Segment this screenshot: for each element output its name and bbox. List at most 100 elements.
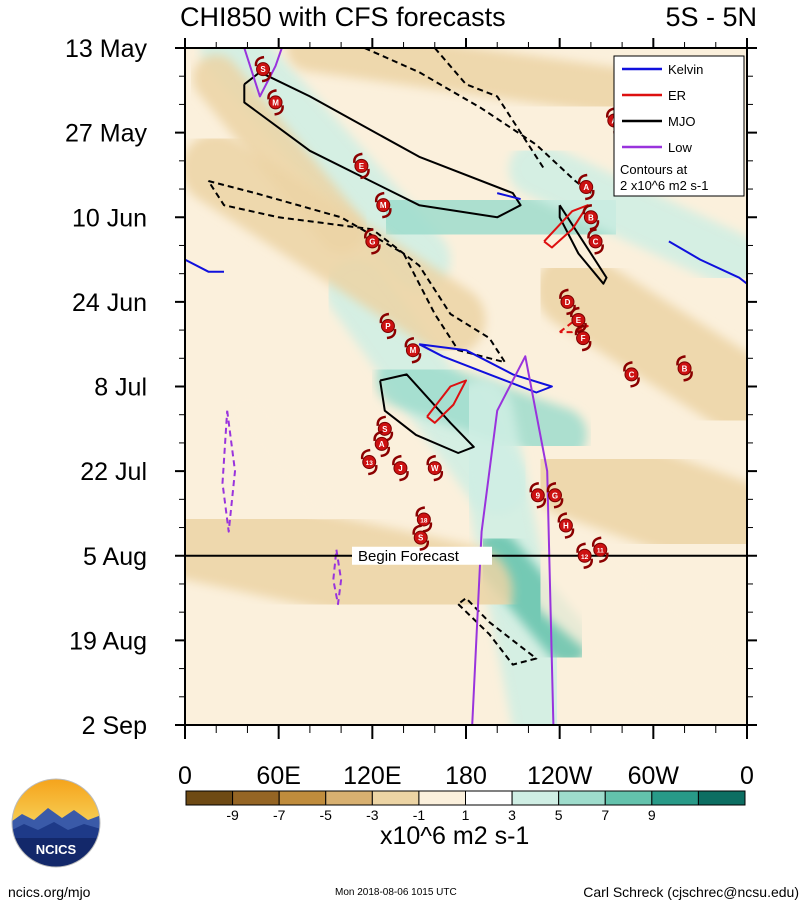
storm-marker: B [582,204,600,231]
storm-marker: G [363,228,381,255]
storm-label: A [379,440,385,449]
storm-label: B [682,364,688,373]
legend-label-mjo: MJO [668,114,695,129]
y-tick-label: 19 Aug [69,627,147,655]
storm-label: H [563,522,569,531]
anomaly-band [508,141,747,287]
storm-icon [624,367,639,382]
storm-arm [415,506,426,517]
storm-label: M [410,346,417,355]
forecast-label-background [352,546,492,565]
forecast-divider: Begin Forecast [185,546,747,565]
storm-arm [587,228,597,239]
storm-label: 18 [420,517,428,524]
colorbar-label: -7 [273,807,286,823]
storm-icon [530,488,545,503]
storm-arm [404,336,415,348]
anomaly-band [286,48,677,120]
storm-arm [373,430,383,442]
storm-arm [433,470,444,482]
anomaly-band [227,391,346,521]
storm-arm [254,55,265,67]
storm-marker: A [577,173,595,201]
storm-label: M [272,98,279,107]
axis-ticks [175,38,757,739]
storm-label: J [398,464,402,473]
storm-arm [594,244,604,255]
legend-label-er: ER [668,88,686,103]
colorbar-cell [604,790,653,806]
colorbar-cell [325,790,373,806]
storm-arm [589,220,600,231]
contour-kelvin [668,240,747,285]
colorbar-cell [418,790,466,806]
storm-label: C [593,237,599,246]
storm-arm [374,191,385,203]
storm-icon [579,180,594,195]
storm-arm [412,524,422,535]
storm-icon [413,530,428,545]
storm-arm [360,448,371,460]
logo-text: NCICS [36,842,77,857]
x-tick-label: 180 [445,762,487,790]
storm-icon [380,319,395,334]
storm-icon [416,512,431,527]
storm-marker: M [404,336,422,364]
forecast-label: Begin Forecast [358,548,460,565]
storm-label: G [552,491,558,500]
storm-arm [536,498,547,509]
colorbar-label: -1 [413,807,426,823]
storm-icon [354,158,369,173]
colorbar-cell [278,790,327,806]
storm-arm [557,512,568,523]
contour-low [243,48,283,98]
storm-arm [274,105,284,116]
footer-author: Carl Schreck (cjschrec@ncsu.edu) [583,884,799,900]
storm-arm [422,522,433,533]
x-axis-labels: 0 60E 120E 180 120W 60W 0 [178,762,754,790]
storm-arm [553,498,564,509]
storm-marker: B [676,355,693,382]
storm-label: E [359,162,365,171]
storm-arm [583,558,593,569]
chart-title: CHI850 with CFS forecasts [180,2,506,32]
y-tick-label: 22 Jul [80,458,147,486]
colorbar-label: 7 [601,807,609,823]
storm-marker: M [374,191,392,219]
colorbar-label: -3 [366,807,379,823]
storm-arm [577,173,588,185]
storm-marker: 11 [591,536,609,563]
storm-marker: A [373,430,391,458]
storm-arm [376,415,387,426]
storm-icon [547,488,562,503]
colorbar-label: 1 [462,807,470,823]
storm-icon [374,436,389,451]
colorbar-label: 9 [648,807,656,823]
storm-arm [392,454,402,466]
storm-arm [380,446,391,458]
storm-icon [376,198,391,213]
anomaly-band [536,250,747,438]
contour-er [559,319,589,334]
storm-marker: E [570,306,587,334]
colorbar-label: 5 [555,807,563,823]
storm-arm [360,168,370,180]
storm-label: 13 [366,460,374,467]
storm-icon [558,518,573,533]
contour-low [221,410,236,533]
anomaly-band [528,424,747,579]
storm-label: G [369,237,375,246]
storm-label: A [583,183,589,192]
storm-arm [529,482,540,493]
storm-marker: C [623,361,640,388]
storm-label: 11 [597,548,604,555]
storm-arm [419,540,430,551]
storm-marker: M [267,89,284,116]
storm-label: S [382,425,388,434]
storm-marker: 13 [360,448,378,476]
y-tick-label: 13 May [65,35,147,63]
hovmoller-chart: Begin Forecast SMEMGAABCDEFPMCBSA13JW9GH… [65,35,757,823]
storm-icon [365,234,380,249]
storm-arm [581,340,592,352]
storm-label: C [629,370,635,379]
